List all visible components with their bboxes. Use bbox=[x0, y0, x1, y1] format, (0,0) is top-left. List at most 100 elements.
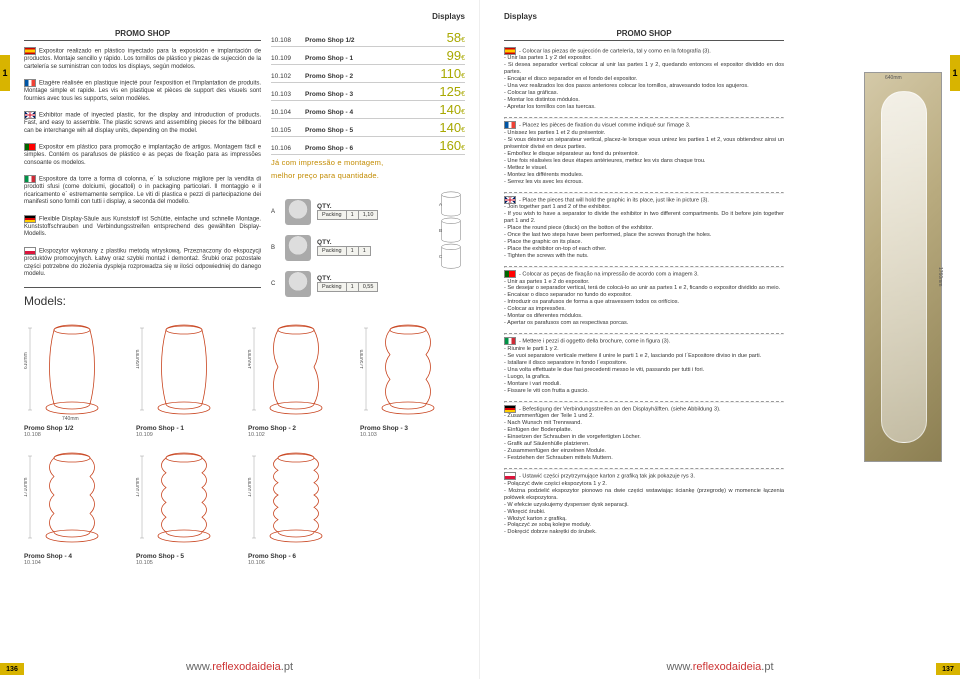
model-diagram: 1710mm bbox=[136, 444, 232, 550]
instructions-col: PROMO SHOP - Colocar las piezas de sujec… bbox=[504, 29, 784, 536]
flag-it-icon bbox=[504, 337, 516, 345]
model-cell: 1750mmPromo Shop - 310.103 bbox=[360, 316, 456, 438]
inst-pl: - Ustawić części przytrzymujące karton z… bbox=[504, 472, 784, 536]
flag-de-icon bbox=[24, 215, 36, 223]
price-value: 140€ bbox=[439, 120, 465, 135]
qty-block: BQTY.Packing11 bbox=[271, 235, 417, 261]
desc-pt: Expositor em plástico para promoção e im… bbox=[24, 143, 261, 167]
price-name: Promo Shop - 4 bbox=[305, 109, 439, 116]
page-number-left: 136 bbox=[0, 663, 24, 675]
model-width-label: 740mm bbox=[62, 416, 79, 422]
price-code: 10.104 bbox=[271, 109, 305, 116]
qty-blocks: AQTY.Packing11,10 BQTY.Packing11 C QTY.Pack… bbox=[271, 189, 417, 297]
price-value: 125€ bbox=[439, 84, 465, 99]
stack-A: A bbox=[439, 201, 443, 206]
models-grid: 610mm740mmPromo Shop 1/210.1081050mmProm… bbox=[24, 316, 465, 566]
model-name: Promo Shop - 3 bbox=[360, 425, 456, 432]
subhr bbox=[504, 192, 784, 194]
model-code: 10.104 bbox=[24, 560, 120, 566]
desc-fr: Etagère réalisée en plastique injecté po… bbox=[24, 79, 261, 103]
qty-block: AQTY.Packing11,10 bbox=[271, 199, 417, 225]
desc-gb-text: Exhibitor made of inyected plastic, for … bbox=[24, 113, 261, 134]
desc-gb: Exhibitor made of inyected plastic, for … bbox=[24, 111, 261, 135]
flag-de-icon bbox=[504, 405, 516, 413]
page-number-right: 137 bbox=[936, 663, 960, 675]
url-prefix: www. bbox=[186, 661, 212, 673]
subhr bbox=[504, 266, 784, 268]
url-prefix: www. bbox=[666, 661, 692, 673]
desc-pl: Ekspozytor wykonany z plastiku metodą wt… bbox=[24, 247, 261, 279]
model-code: 10.106 bbox=[248, 560, 344, 566]
qty-table-wrap: QTY.Packing11 bbox=[317, 239, 371, 256]
price-row: 10.103Promo Shop - 3125€ bbox=[271, 83, 465, 101]
side-tab-left: 1 bbox=[0, 55, 10, 91]
price-name: Promo Shop - 1 bbox=[305, 55, 447, 62]
left-columns: PROMO SHOP Expositor realizado en plásti… bbox=[24, 29, 465, 312]
stack-B: B bbox=[439, 227, 442, 232]
model-diagram: 1710mm bbox=[24, 444, 120, 550]
price-value: 110€ bbox=[440, 66, 465, 81]
url-right: www.reflexodaideia.pt bbox=[666, 661, 773, 673]
model-cell: 1050mmPromo Shop - 110.109 bbox=[136, 316, 232, 438]
price-code: 10.106 bbox=[271, 145, 305, 152]
section-title-left: PROMO SHOP bbox=[24, 29, 261, 38]
header-left: Displays bbox=[432, 12, 465, 21]
url-mid: reflexodaideia bbox=[212, 661, 281, 673]
price-value: 99€ bbox=[447, 48, 465, 63]
desc-es: Expositor realizado en plástico inyectad… bbox=[24, 47, 261, 71]
price-code: 10.109 bbox=[271, 55, 305, 62]
model-height-label: 1710mm bbox=[248, 477, 253, 496]
header-row-r: Displays bbox=[504, 12, 946, 21]
page-left: 1 Displays PROMO SHOP Expositor realizad… bbox=[0, 0, 480, 679]
desc-pt-text: Expositor em plástico para promoção e im… bbox=[24, 145, 261, 166]
price-row: 10.109Promo Shop - 199€ bbox=[271, 47, 465, 65]
subhr bbox=[504, 468, 784, 470]
header-right: Displays bbox=[504, 12, 537, 21]
inst-fr-text: - Placez les pièces de fixation du visue… bbox=[504, 123, 784, 185]
price-row: 10.108Promo Shop 1/258€ bbox=[271, 29, 465, 47]
inst-pt: - Colocar as peças de fixação na impress… bbox=[504, 270, 784, 327]
url-suffix: .pt bbox=[281, 661, 293, 673]
model-name: Promo Shop - 6 bbox=[248, 553, 344, 560]
flag-pt-icon bbox=[24, 143, 36, 151]
side-tab-right: 1 bbox=[950, 55, 960, 91]
model-cell: 1400mmPromo Shop - 210.102 bbox=[248, 316, 344, 438]
model-height-label: 1710mm bbox=[136, 477, 141, 496]
footer-right: www.reflexodaideia.pt bbox=[480, 661, 960, 673]
price-name: Promo Shop - 3 bbox=[305, 91, 439, 98]
model-code: 10.105 bbox=[136, 560, 232, 566]
subhr bbox=[504, 117, 784, 119]
inst-pt-text: - Colocar as peças de fixação na impress… bbox=[504, 272, 780, 327]
promo-note-1: Já com impressão e montagem, bbox=[271, 158, 465, 168]
hr bbox=[24, 287, 261, 288]
flag-it-icon bbox=[24, 175, 36, 183]
models-label: Models: bbox=[24, 294, 261, 308]
model-code: 10.102 bbox=[248, 432, 344, 438]
product-photo: 1760mm 640mm bbox=[864, 72, 942, 462]
promo-note-2: melhor preço para quantidade. bbox=[271, 171, 465, 181]
stack-diagram: A B C bbox=[437, 189, 465, 273]
model-diagram: 1050mm bbox=[136, 316, 232, 422]
flag-fr-icon bbox=[24, 79, 36, 87]
model-cell: 1710mm Promo Shop - 610.106 bbox=[248, 444, 344, 566]
price-code: 10.105 bbox=[271, 127, 305, 134]
price-row: 10.105Promo Shop - 5140€ bbox=[271, 119, 465, 137]
inst-gb-text: - Place the pieces that will hold the gr… bbox=[504, 197, 784, 259]
qty-thumb bbox=[285, 199, 311, 225]
spread: 1 Displays PROMO SHOP Expositor realizad… bbox=[0, 0, 960, 679]
price-row: 10.104Promo Shop - 4140€ bbox=[271, 101, 465, 119]
model-name: Promo Shop - 2 bbox=[248, 425, 344, 432]
qty-table-wrap: QTY.Packing11,10 bbox=[317, 203, 378, 220]
desc-de-text: Flexible Display-Säule aus Kunststoff is… bbox=[24, 216, 261, 237]
inst-es-text: - Colocar las piezas de sujección de car… bbox=[504, 48, 784, 110]
model-height-label: 1750mm bbox=[360, 349, 365, 368]
url-mid: reflexodaideia bbox=[693, 661, 762, 673]
price-value: 160€ bbox=[439, 138, 465, 153]
desc-de: Flexible Display-Säule aus Kunststoff is… bbox=[24, 215, 261, 239]
inst-fr: - Placez les pièces de fixation du visue… bbox=[504, 121, 784, 185]
qty-header: QTY. bbox=[317, 275, 378, 282]
qty-row-label: C bbox=[271, 281, 279, 287]
desc-it-text: Espositore da torre a forma di colonna, … bbox=[24, 177, 261, 206]
photo-height: 1760mm bbox=[937, 267, 943, 286]
flag-pl-icon bbox=[504, 472, 516, 480]
